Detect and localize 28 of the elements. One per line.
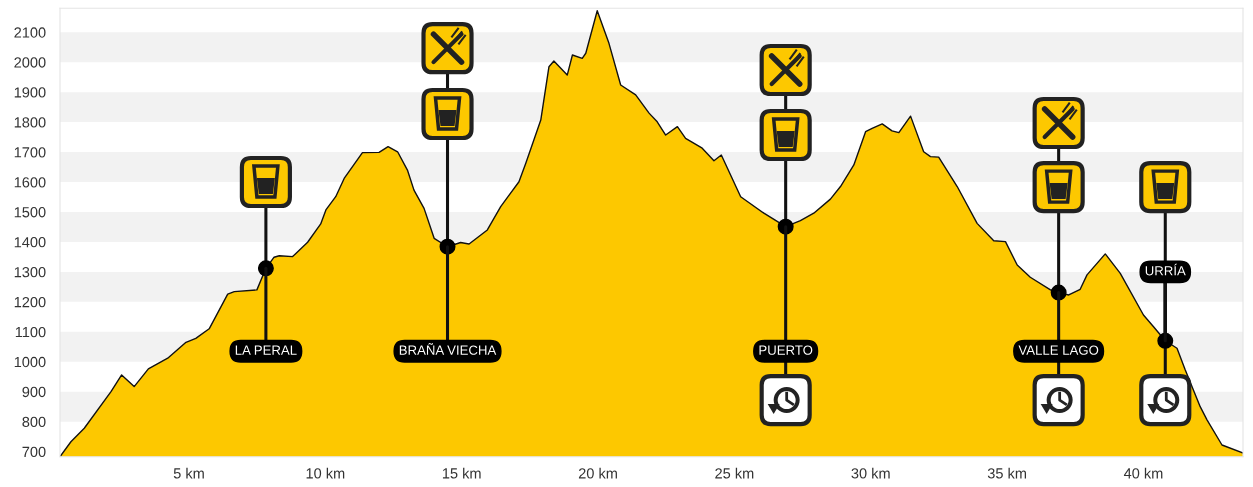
y-tick-label: 1600 [14,177,46,188]
y-tick-label: 1500 [14,207,46,218]
y-tick-label: 1800 [14,117,46,128]
x-tick-label: 40 km [1123,467,1163,479]
annotation: PUERTO [759,345,813,355]
x-tick-label: 15 km [442,467,481,479]
y-tick-label: 900 [22,386,46,398]
x-tick-label: 30 km [851,467,890,479]
y-tick-label: 1700 [14,147,46,158]
x-tick-label: 5 km [173,467,204,479]
y-tick-label: 700 [22,446,46,458]
y-tick-label: 800 [22,416,46,428]
y-tick-label: 1200 [14,296,46,308]
y-tick-label: 1100 [15,326,46,338]
y-tick-label: 1300 [14,266,46,278]
annotation: URRÍA [1145,263,1186,276]
annotation: VALLE LAGO [1018,345,1099,355]
y-tick-label: 2100 [14,27,46,38]
x-tick-label: 25 km [715,467,754,479]
x-tick-label: 10 km [306,467,345,479]
y-tick-label: 2000 [14,57,46,68]
annotation: LA PERAL [235,345,297,355]
y-tick-label: 1400 [14,237,46,248]
annotation: BRAÑA VIECHA [399,343,497,355]
x-tick-label: 20 km [578,467,617,479]
y-tick-label: 1900 [14,87,46,98]
x-tick-label: 35 km [987,467,1026,479]
y-tick-label: 1000 [14,356,46,368]
